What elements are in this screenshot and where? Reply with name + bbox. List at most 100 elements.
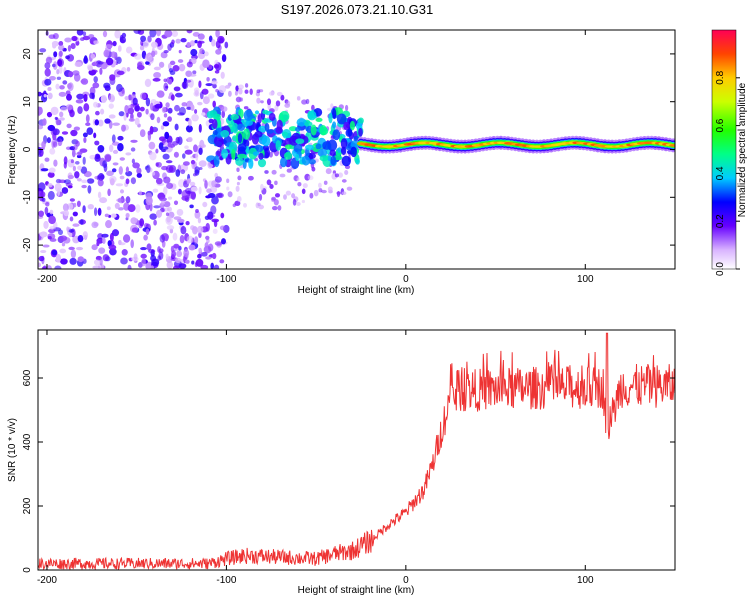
heatmap-noise-cell xyxy=(82,156,86,165)
heatmap-scatter-cell xyxy=(301,199,306,204)
heatmap-noise-cell xyxy=(130,239,134,249)
heatmap-scatter-cell xyxy=(260,100,264,104)
heatmap-noise-cell xyxy=(87,66,94,71)
heatmap-noise-cell xyxy=(151,50,156,58)
heatmap-noise-cell xyxy=(149,102,154,111)
heatmap-noise-cell xyxy=(176,208,184,216)
heatmap-noise-cell xyxy=(190,159,196,165)
heatmap-noise-cell xyxy=(92,82,100,89)
heatmap-noise-cell xyxy=(72,211,78,217)
heatmap-noise-cell xyxy=(86,178,95,184)
heatmap-noise-cell xyxy=(147,35,152,43)
heatmap-noise-cell xyxy=(77,165,82,171)
heatmap-noise-cell xyxy=(173,200,179,206)
heatmap-noise-cell xyxy=(167,78,173,85)
heatmap-noise-cell xyxy=(117,135,124,141)
heatmap-noise-cell xyxy=(220,71,225,79)
heatmap-ridge-start-cell xyxy=(209,110,218,118)
heatmap-noise-cell xyxy=(69,216,74,222)
heatmap-scatter-cell xyxy=(274,193,281,198)
heatmap-noise-cell xyxy=(109,74,116,81)
y-tick-label: 600 xyxy=(22,369,33,386)
heatmap-noise-cell xyxy=(145,228,150,235)
heatmap-noise-cell xyxy=(107,188,111,197)
heatmap-noise-cell xyxy=(57,187,61,197)
heatmap-noise-cell xyxy=(97,207,102,216)
heatmap-noise-cell xyxy=(215,30,220,38)
heatmap-noise-cell xyxy=(136,167,142,175)
heatmap-scatter-cell xyxy=(264,170,269,174)
heatmap-noise-cell xyxy=(41,140,46,149)
heatmap-noise-cell xyxy=(47,171,55,178)
heatmap-noise-cell xyxy=(38,210,45,217)
heatmap-noise-cell xyxy=(138,190,142,196)
heatmap-noise-cell xyxy=(134,105,141,112)
heatmap-noise-cell xyxy=(95,110,100,116)
heatmap-ridge-start-cell xyxy=(332,121,337,129)
heatmap-noise-cell xyxy=(157,246,161,253)
heatmap-noise-cell xyxy=(149,213,157,220)
heatmap-noise-cell xyxy=(165,102,170,108)
heatmap-noise-cell xyxy=(186,178,191,185)
heatmap-noise-cell xyxy=(161,200,166,205)
heatmap-scatter-cell xyxy=(296,96,301,101)
heatmap-noise-cell xyxy=(89,92,95,99)
heatmap-noise-cell xyxy=(160,125,165,130)
colorbar-tick-label: 0.2 xyxy=(715,214,726,228)
heatmap-noise-cell xyxy=(153,128,158,132)
heatmap-noise-cell xyxy=(118,111,125,117)
heatmap-noise-cell xyxy=(69,257,77,265)
heatmap-noise-cell xyxy=(182,153,186,159)
heatmap-noise-cell xyxy=(70,249,77,259)
heatmap-noise-cell xyxy=(83,103,90,112)
heatmap-noise-cell xyxy=(47,235,52,240)
heatmap-ridge-start-cell xyxy=(315,143,322,150)
heatmap-noise-cell xyxy=(137,261,143,268)
heatmap-noise-cell xyxy=(50,106,59,116)
heatmap-noise-cell xyxy=(110,213,117,218)
heatmap-noise-cell xyxy=(49,75,56,81)
heatmap-scatter-cell xyxy=(271,196,277,201)
heatmap-ridge-start-cell xyxy=(330,155,337,166)
heatmap-noise-cell xyxy=(94,119,100,126)
heatmap-noise-cell xyxy=(81,184,87,189)
heatmap-noise-cell xyxy=(197,33,205,40)
heatmap-noise-cell xyxy=(112,162,119,166)
heatmap-noise-cell xyxy=(68,71,74,78)
heatmap-noise-cell xyxy=(93,132,97,139)
heatmap-scatter-cell xyxy=(275,100,281,107)
heatmap-noise-cell xyxy=(42,265,47,269)
heatmap-ridge-start-cell xyxy=(258,152,264,160)
heatmap-noise-cell xyxy=(178,49,182,54)
heatmap-noise-cell xyxy=(201,112,206,116)
heatmap-noise-cell xyxy=(197,253,202,259)
heatmap-noise-cell xyxy=(132,162,140,169)
heatmap-noise-cell xyxy=(221,54,227,63)
heatmap-ridge-start-cell xyxy=(317,148,328,158)
heatmap-ridge-start-cell xyxy=(358,127,363,137)
heatmap-noise-cell xyxy=(188,73,197,77)
heatmap-noise-cell xyxy=(107,240,112,247)
heatmap-noise-cell xyxy=(221,106,228,112)
heatmap-noise-cell xyxy=(73,144,78,151)
heatmap-ridge-start-cell xyxy=(328,112,333,124)
heatmap-noise-cell xyxy=(190,104,195,111)
heatmap-ridge-start-cell xyxy=(275,126,283,134)
heatmap-noise-cell xyxy=(178,63,186,72)
heatmap-noise-cell xyxy=(55,253,62,263)
heatmap-noise-cell xyxy=(121,32,127,38)
heatmap-noise-cell xyxy=(212,228,218,234)
heatmap-ridge-start-cell xyxy=(262,144,270,151)
heatmap-noise-cell xyxy=(183,248,190,258)
heatmap-noise-cell xyxy=(195,258,204,267)
heatmap-noise-cell xyxy=(38,262,42,268)
heatmap-noise-cell xyxy=(205,83,213,87)
heatmap-noise-cell xyxy=(115,183,124,187)
heatmap-noise-cell xyxy=(188,244,196,251)
heatmap-scatter-cell xyxy=(254,158,259,162)
heatmap-noise-cell xyxy=(69,198,76,202)
heatmap-noise-cell xyxy=(111,134,116,143)
heatmap-noise-cell xyxy=(44,206,49,215)
heatmap-noise-cell xyxy=(136,64,145,71)
heatmap-noise-cell xyxy=(112,122,120,126)
